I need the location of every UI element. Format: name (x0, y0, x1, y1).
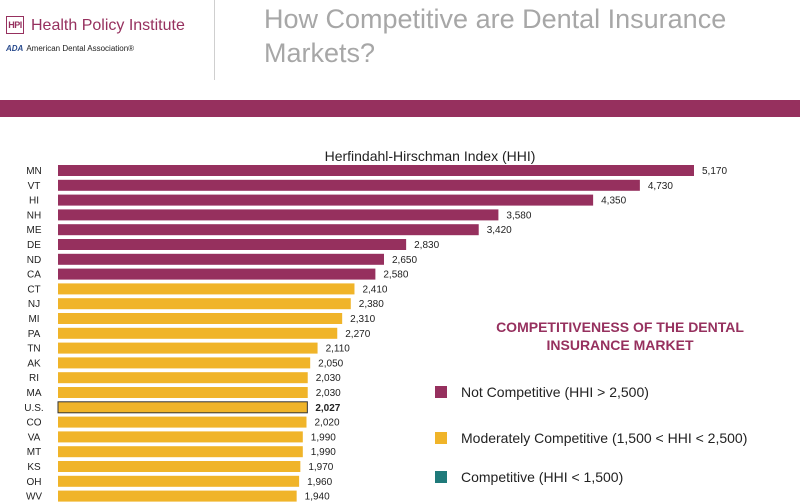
category-label-tn: TN (27, 344, 40, 355)
value-label-ri: 2,030 (316, 373, 341, 384)
bar-mi (58, 313, 343, 324)
header-divider (214, 0, 215, 80)
bar-nh (58, 209, 499, 221)
bar-ks (58, 461, 301, 472)
bar-nj (58, 298, 351, 310)
legend-swatch-moderately-competitive (435, 432, 447, 444)
bar-mt (58, 446, 303, 458)
category-label-co: CO (27, 418, 42, 429)
value-label-mn: 5,170 (702, 166, 727, 177)
bar-tn (58, 342, 318, 354)
value-label-nd: 2,650 (392, 255, 417, 266)
bar-hi (58, 194, 594, 206)
value-label-vt: 4,730 (648, 181, 673, 192)
legend-label-not-competitive: Not Competitive (HHI > 2,500) (461, 384, 649, 400)
legend-title: COMPETITIVENESS OF THE DENTAL INSURANCE … (496, 319, 744, 353)
ada-logo: ADA American Dental Association® (6, 44, 134, 54)
category-label-de: DE (27, 240, 41, 251)
category-label-ks: KS (27, 462, 41, 473)
bar-mn (58, 165, 694, 176)
page-title: How Competitive are Dental Insurance Mar… (264, 4, 727, 68)
category-label-ri: RI (29, 373, 39, 384)
value-label-co: 2,020 (314, 418, 339, 429)
bar-ct (58, 283, 355, 295)
bar-co (58, 416, 307, 428)
value-label-ma: 2,030 (316, 388, 341, 399)
value-label-nj: 2,380 (359, 299, 384, 310)
value-label-mi: 2,310 (350, 314, 375, 325)
bar-ma (58, 387, 308, 398)
category-label-vt: VT (28, 181, 41, 192)
legend-swatch-not-competitive (435, 386, 447, 398)
hpi-logo-mark: HPI (6, 16, 24, 34)
bar-nd (58, 253, 384, 265)
bar-de (58, 239, 407, 250)
bar-ak (58, 357, 311, 369)
value-label-de: 2,830 (414, 240, 439, 251)
chart-title: Herfindahl-Hirschman Index (HHI) (325, 148, 536, 164)
value-label-ca: 2,580 (383, 270, 408, 281)
category-label-ca: CA (27, 270, 41, 281)
category-label-nd: ND (27, 255, 41, 266)
category-label-ak: AK (27, 358, 41, 369)
category-label-mn: MN (26, 166, 42, 177)
category-label-mt: MT (27, 447, 41, 458)
legend-swatch-competitive (435, 471, 447, 483)
bar-me (58, 224, 479, 236)
value-label-me: 3,420 (487, 225, 512, 236)
category-label-nh: NH (27, 210, 41, 221)
bar-va (58, 431, 303, 443)
value-label-hi: 4,350 (601, 196, 626, 207)
legend-label-moderately-competitive: Moderately Competitive (1,500 < HHI < 2,… (461, 430, 748, 446)
value-label-ct: 2,410 (362, 284, 387, 295)
category-label-ma: MA (27, 388, 42, 399)
value-label-mt: 1,990 (311, 447, 336, 458)
bar-pa (58, 327, 338, 339)
bar-oh (58, 475, 300, 487)
category-label-wv: WV (26, 492, 42, 503)
value-label-nh: 3,580 (506, 210, 531, 221)
category-label-oh: OH (27, 477, 42, 488)
category-label-ct: CT (27, 284, 40, 295)
bar-wv (58, 490, 297, 502)
value-label-tn: 2,110 (326, 344, 351, 355)
value-label-ak: 2,050 (318, 358, 343, 369)
bar-us (57, 401, 308, 414)
category-label-pa: PA (28, 329, 41, 340)
value-label-va: 1,990 (311, 432, 336, 443)
category-label-hi: HI (29, 196, 39, 207)
ada-name: American Dental Association® (26, 44, 135, 53)
category-label-va: VA (28, 432, 41, 443)
header-band (0, 100, 800, 117)
value-label-oh: 1,960 (307, 477, 332, 488)
category-label-nj: NJ (28, 299, 40, 310)
legend-label-competitive: Competitive (HHI < 1,500) (461, 469, 624, 485)
bars-group: MN 5,170 VT 4,730 HI 4,350 NH 3,580 ME 3,420 DE 2,8… (24, 165, 727, 503)
value-label-wv: 1,940 (305, 492, 330, 503)
category-label-mi: MI (28, 314, 39, 325)
category-label-us: U.S. (24, 403, 43, 414)
bar-vt (58, 179, 640, 191)
ada-abbrev: ADA (6, 44, 24, 53)
value-label-ks: 1,970 (308, 462, 333, 473)
value-label-us: 2,027 (315, 403, 340, 414)
bar-ca (58, 268, 376, 280)
hpi-logo-name: Health Policy Institute (31, 17, 185, 34)
category-label-me: ME (27, 225, 42, 236)
bar-ri (58, 372, 308, 384)
value-label-pa: 2,270 (345, 329, 370, 340)
